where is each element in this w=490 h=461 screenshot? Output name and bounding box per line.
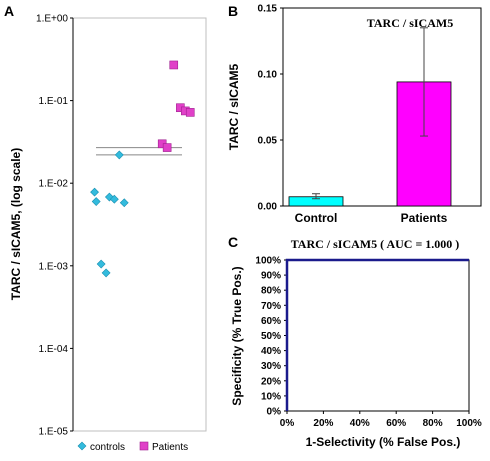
panel-c-y-axis-label: Specificity (% True Pos.) xyxy=(230,266,244,405)
category-label-control: Control xyxy=(295,211,338,225)
panel-b-bars xyxy=(288,27,452,207)
patient-point xyxy=(169,60,179,70)
panel-c-plot-frame xyxy=(286,259,470,412)
patient-point xyxy=(162,143,172,152)
legend-patients-label: Patients xyxy=(152,442,188,453)
c-x-tick-label: 60% xyxy=(386,418,406,429)
roc-line xyxy=(285,258,469,411)
panel-c: C TARC / sICAM5 ( AUC = 1.000 ) 0% 10% 20%… xyxy=(228,234,482,449)
c-y-tick-label: 50% xyxy=(261,331,281,342)
control-point xyxy=(101,268,111,278)
panel-b-category-labels: Control Patients xyxy=(295,211,448,225)
a-y-tick-label: 1.E-05 xyxy=(39,427,69,438)
panel-c-y-ticks: 0% 10% 20% 30% 40% 50% 60% 70% 80% 90% 100% xyxy=(255,256,287,418)
c-x-tick-label: 40% xyxy=(350,418,370,429)
c-x-tick-label: 20% xyxy=(313,418,333,429)
patient-point xyxy=(185,108,195,117)
c-y-tick-label: 40% xyxy=(261,346,281,357)
a-y-tick-label: 1.E-03 xyxy=(39,261,69,272)
panel-a-label: A xyxy=(4,3,14,19)
panel-a: A 1.E-05 1.E-04 1.E-03 1.E-02 1.E-01 1.E+00 T… xyxy=(4,3,207,453)
panel-b-title: TARC / sICAM5 xyxy=(367,16,453,30)
panel-b-y-axis-label: TARC / sICAM5 xyxy=(227,63,241,150)
legend-controls-marker xyxy=(77,441,87,451)
a-y-tick-label: 1.E+00 xyxy=(36,14,68,25)
c-y-tick-label: 30% xyxy=(261,361,281,372)
panel-c-x-ticks: 0% 20% 40% 60% 80% 100% xyxy=(280,411,482,429)
b-y-tick-label: 0.15 xyxy=(258,4,278,15)
panel-a-points xyxy=(90,60,195,278)
panel-b-label: B xyxy=(228,3,238,19)
c-x-tick-label: 100% xyxy=(456,418,482,429)
c-y-tick-label: 20% xyxy=(261,376,281,387)
b-y-tick-label: 0.05 xyxy=(258,136,278,147)
panel-c-label: C xyxy=(228,234,238,250)
c-x-tick-label: 80% xyxy=(423,418,443,429)
panel-a-plot-frame xyxy=(72,17,207,432)
c-y-tick-label: 100% xyxy=(255,256,281,267)
legend-controls-label: controls xyxy=(90,442,125,453)
panel-a-y-axis-label: TARC / sICAM5, (log scale) xyxy=(9,148,23,300)
b-y-tick-label: 0.10 xyxy=(258,70,278,81)
legend-patients-marker xyxy=(139,441,149,451)
c-y-tick-label: 0% xyxy=(267,407,282,418)
c-y-tick-label: 70% xyxy=(261,301,281,312)
control-point xyxy=(96,259,106,269)
category-label-patients: Patients xyxy=(401,211,448,225)
c-y-tick-label: 80% xyxy=(261,286,281,297)
c-y-tick-label: 60% xyxy=(261,316,281,327)
a-y-tick-label: 1.E-02 xyxy=(39,179,69,190)
c-y-tick-label: 90% xyxy=(261,271,281,282)
panel-a-y-ticks: 1.E-05 1.E-04 1.E-03 1.E-02 1.E-01 1.E+00 xyxy=(36,14,73,438)
b-y-tick-label: 0.00 xyxy=(258,202,278,213)
panel-c-roc-curve xyxy=(285,258,469,411)
panel-c-title: TARC / sICAM5 ( AUC = 1.000 ) xyxy=(291,237,460,251)
c-x-tick-label: 0% xyxy=(280,418,295,429)
control-point xyxy=(114,150,124,160)
panel-b-plot-frame xyxy=(282,7,482,207)
a-y-tick-label: 1.E-01 xyxy=(39,96,69,107)
a-y-tick-label: 1.E-04 xyxy=(39,344,69,355)
panel-b-y-ticks: 0.00 0.05 0.10 0.15 xyxy=(258,4,283,213)
c-y-tick-label: 10% xyxy=(261,391,281,402)
control-point xyxy=(91,197,101,206)
panel-b: B 0.00 0.05 0.10 0.15 Control Patients TARC … xyxy=(227,3,482,225)
control-point xyxy=(119,198,129,208)
panel-c-x-axis-label: 1-Selectivity (% False Pos.) xyxy=(306,435,461,449)
panel-a-legend: controls Patients xyxy=(77,441,188,453)
control-point xyxy=(109,194,119,204)
control-point xyxy=(90,187,99,197)
control-point xyxy=(104,192,114,202)
